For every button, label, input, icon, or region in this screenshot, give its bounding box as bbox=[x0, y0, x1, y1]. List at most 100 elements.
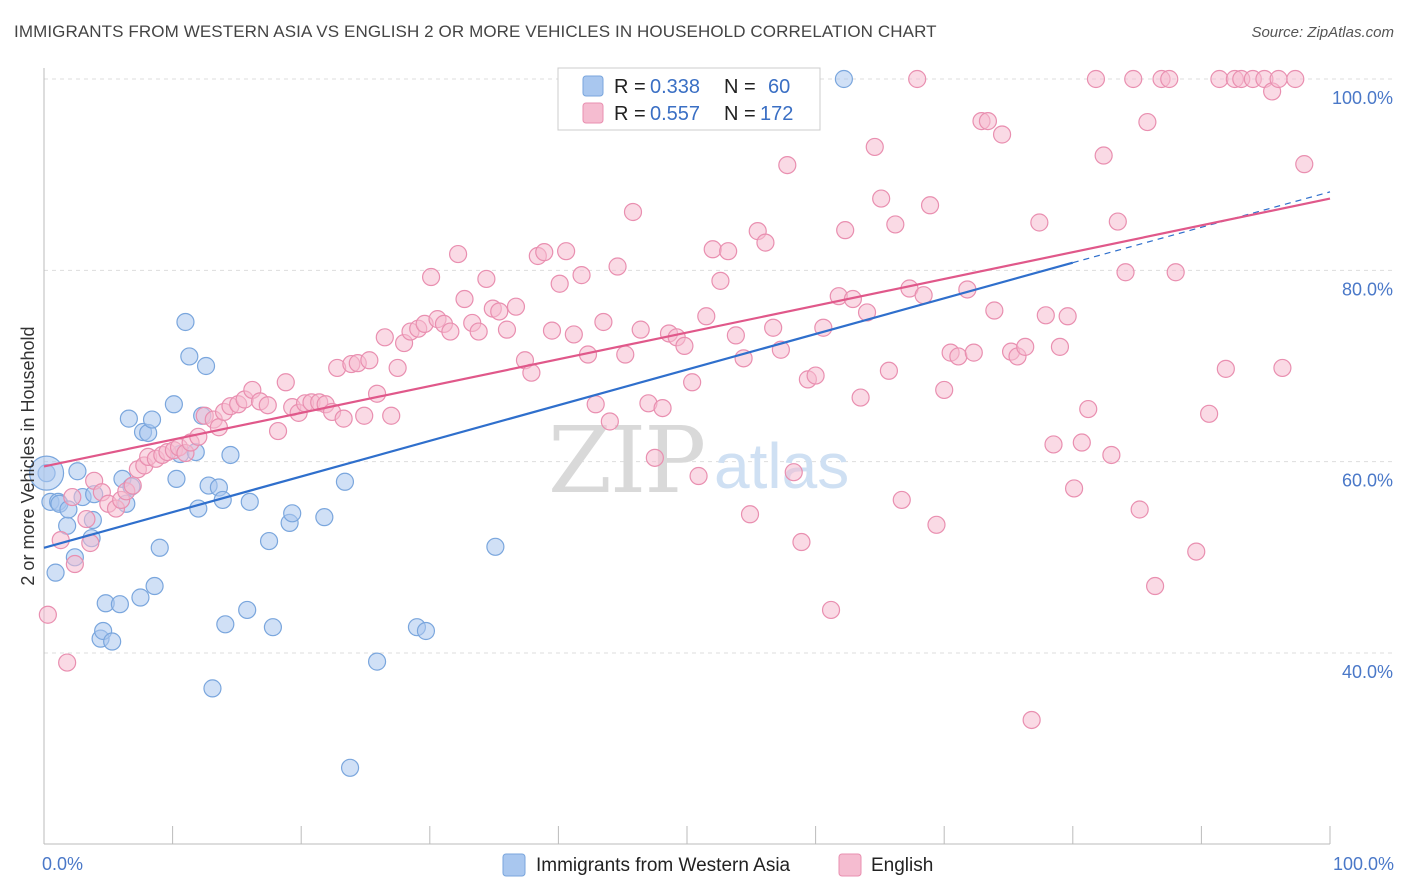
english-point bbox=[594, 312, 613, 332]
english-point bbox=[448, 244, 468, 264]
legend-label-western-asia: Immigrants from Western Asia bbox=[536, 855, 791, 876]
english-point bbox=[1295, 155, 1314, 174]
english-point bbox=[58, 653, 77, 672]
x-ticks bbox=[43, 826, 1331, 844]
english-point bbox=[1146, 576, 1165, 596]
y-axis-label: 2 or more Vehicles in Household bbox=[18, 326, 38, 585]
english-point bbox=[600, 412, 619, 431]
western-asia-point bbox=[180, 347, 199, 366]
english-point bbox=[914, 286, 933, 305]
stats-n-value-pink: 172 bbox=[760, 103, 793, 125]
english-point bbox=[1094, 146, 1113, 165]
english-point bbox=[964, 343, 983, 362]
english-point bbox=[1072, 433, 1091, 452]
english-point bbox=[645, 448, 664, 467]
english-point bbox=[1138, 112, 1157, 132]
series-english-points bbox=[38, 69, 1314, 730]
english-point bbox=[1064, 479, 1084, 498]
english-point bbox=[865, 137, 884, 157]
english-point bbox=[542, 321, 562, 340]
english-point bbox=[992, 125, 1012, 144]
trend-line-english bbox=[43, 197, 1331, 468]
english-point bbox=[886, 215, 905, 234]
english-point bbox=[1030, 213, 1049, 232]
western-asia-point bbox=[46, 563, 65, 582]
english-point bbox=[51, 531, 70, 550]
western-asia-point bbox=[150, 538, 169, 557]
english-point bbox=[268, 421, 288, 441]
western-asia-point bbox=[119, 409, 138, 428]
western-asia-point bbox=[221, 445, 240, 465]
english-point bbox=[1124, 69, 1143, 89]
english-point bbox=[421, 267, 441, 287]
english-point bbox=[683, 373, 702, 392]
english-point bbox=[209, 418, 228, 437]
english-point bbox=[623, 202, 643, 222]
english-point bbox=[1286, 69, 1305, 89]
y-tick-labels: 40.0% 60.0% 80.0% 100.0% bbox=[1332, 88, 1393, 682]
western-asia-point bbox=[259, 531, 279, 551]
english-point bbox=[441, 322, 460, 341]
legend-swatch-western-asia bbox=[502, 853, 526, 877]
english-point bbox=[1102, 445, 1121, 465]
english-point bbox=[778, 156, 797, 175]
western-asia-point bbox=[367, 652, 387, 671]
series-western-asia-points bbox=[28, 69, 853, 777]
western-asia-point bbox=[315, 508, 334, 527]
english-point bbox=[490, 302, 509, 321]
legend-swatch-english bbox=[838, 853, 862, 877]
english-point bbox=[469, 322, 488, 341]
english-point bbox=[477, 269, 496, 289]
english-point bbox=[564, 325, 583, 344]
english-point bbox=[1079, 399, 1098, 419]
english-point bbox=[65, 554, 84, 574]
english-point bbox=[978, 111, 998, 131]
english-point bbox=[857, 303, 877, 322]
grid-lines bbox=[44, 78, 1394, 654]
english-point bbox=[675, 336, 694, 356]
western-asia-point bbox=[238, 600, 257, 620]
watermark-atlas: atlas bbox=[714, 430, 849, 502]
english-point bbox=[836, 221, 855, 240]
western-asia-point bbox=[145, 576, 164, 596]
stats-r-label-pink: R = bbox=[614, 103, 646, 125]
stats-box: R = 0.338 N = 60 R = 0.557 N = 172 bbox=[557, 67, 821, 131]
western-asia-point bbox=[340, 758, 360, 777]
chart-title: IMMIGRANTS FROM WESTERN ASIA VS ENGLISH … bbox=[14, 22, 937, 41]
english-point bbox=[821, 600, 841, 620]
english-point bbox=[792, 532, 811, 552]
stats-n-label-blue: N = bbox=[724, 76, 756, 98]
english-point bbox=[1216, 359, 1235, 378]
western-asia-point bbox=[103, 632, 122, 651]
chart-source: Source: ZipAtlas.com bbox=[1251, 24, 1394, 41]
english-point bbox=[726, 326, 745, 345]
english-point bbox=[697, 307, 716, 326]
western-asia-point bbox=[240, 492, 259, 511]
english-point bbox=[653, 398, 672, 418]
watermark-zip: ZIP bbox=[548, 407, 704, 514]
english-point bbox=[506, 297, 526, 316]
stats-swatch-blue bbox=[582, 75, 604, 97]
english-point bbox=[557, 242, 576, 261]
stats-r-value-pink: 0.557 bbox=[650, 103, 700, 125]
english-point bbox=[764, 318, 783, 337]
western-asia-point bbox=[834, 69, 853, 89]
english-point bbox=[985, 301, 1004, 320]
y-tick-label-40: 40.0% bbox=[1342, 662, 1393, 682]
western-asia-point bbox=[263, 618, 283, 637]
western-asia-point bbox=[335, 472, 355, 491]
english-point bbox=[784, 463, 803, 482]
english-point bbox=[1187, 542, 1206, 561]
western-asia-point bbox=[110, 595, 129, 614]
stats-n-label-pink: N = bbox=[724, 103, 756, 125]
english-point bbox=[550, 274, 569, 293]
english-point bbox=[806, 366, 825, 385]
legend: Immigrants from Western Asia English bbox=[502, 853, 933, 877]
english-point bbox=[631, 320, 650, 339]
trend-line-western-asia-extension bbox=[1072, 191, 1331, 264]
english-point bbox=[872, 189, 891, 208]
english-point bbox=[608, 257, 627, 276]
english-point bbox=[1166, 263, 1185, 282]
english-point bbox=[719, 242, 738, 261]
